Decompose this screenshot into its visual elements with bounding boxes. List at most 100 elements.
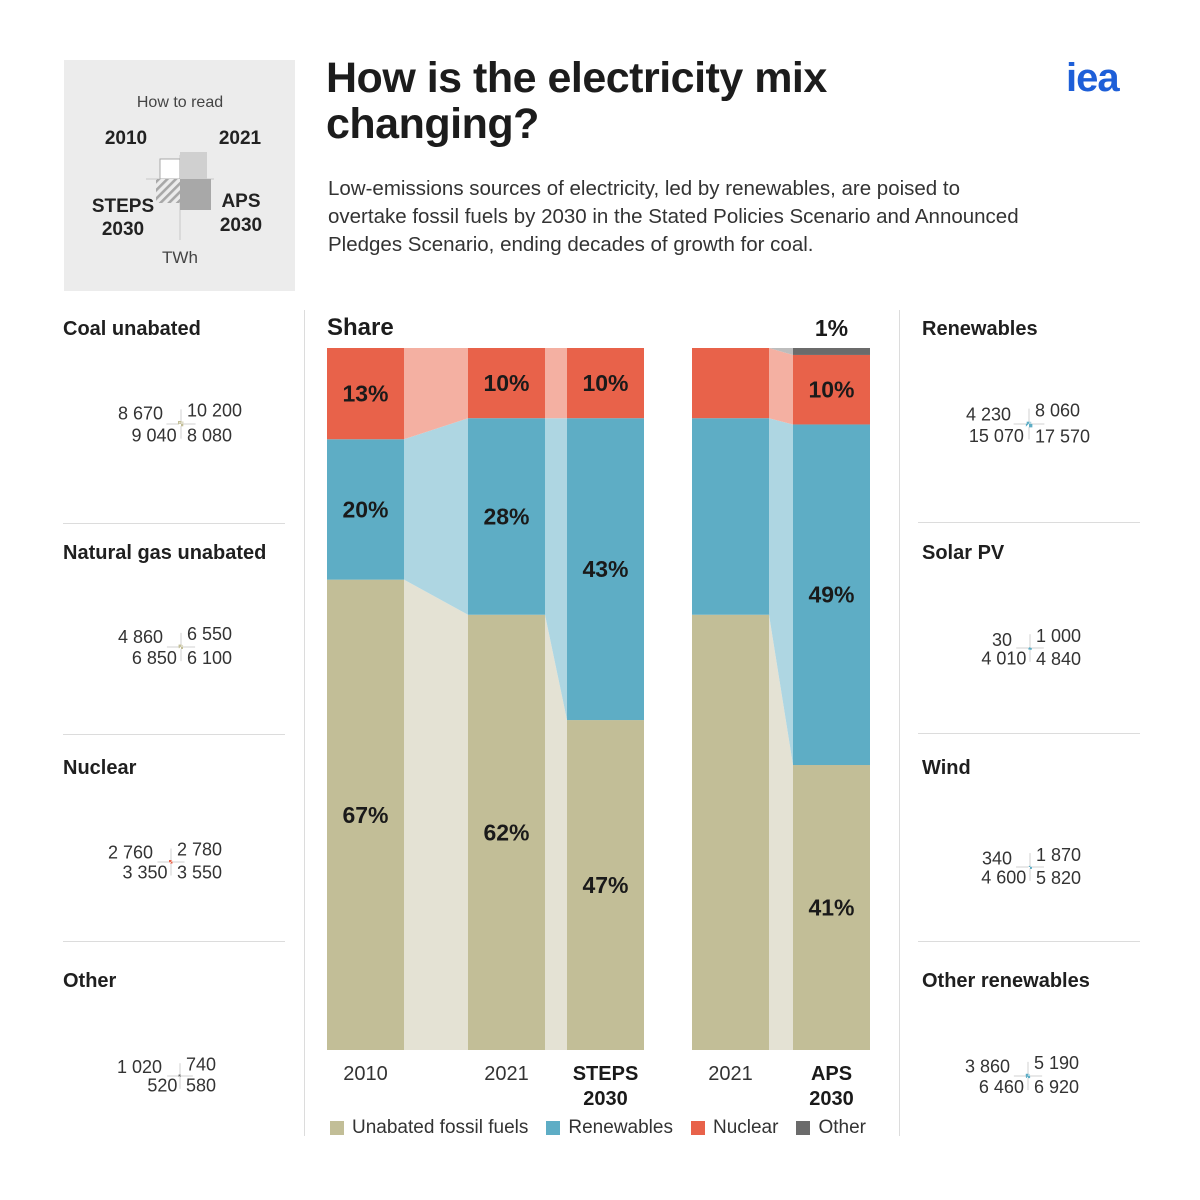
panel-title-other-renewables: Other renewables bbox=[922, 970, 1090, 992]
value-label-steps-2030: 6 850 bbox=[132, 648, 177, 668]
panel-title-wind: Wind bbox=[922, 757, 971, 779]
bar-segment-nuclear bbox=[692, 348, 769, 419]
how-to-read-2010-box bbox=[159, 158, 181, 180]
how-to-read-steps-line2: 2030 bbox=[102, 219, 144, 240]
panel-divider bbox=[63, 734, 285, 735]
square-2010 bbox=[1025, 1073, 1029, 1077]
legend-swatch-nuclear bbox=[690, 1121, 705, 1135]
square-2021 bbox=[181, 421, 184, 424]
legend-item-renewables: Renewables bbox=[546, 1117, 673, 1139]
value-label-2010: 4 230 bbox=[966, 404, 1011, 424]
value-label-steps-2030: 6 460 bbox=[979, 1077, 1024, 1097]
bar-segment-renewables bbox=[327, 439, 404, 580]
panel-title-other: Other bbox=[63, 970, 117, 992]
square-steps-2030 bbox=[178, 424, 181, 427]
square-steps-2030 bbox=[179, 1076, 180, 1077]
bar-segment-renewables bbox=[692, 418, 769, 615]
left-divider bbox=[304, 310, 305, 1136]
bar-segment-fossil bbox=[468, 614, 545, 1050]
value-label-steps-2030: 4 010 bbox=[981, 649, 1026, 669]
square-steps-2030 bbox=[1028, 648, 1030, 650]
panel-divider bbox=[918, 733, 1140, 734]
value-label-2021: 8 060 bbox=[1035, 401, 1080, 421]
page-subtitle: Low-emissions sources of electricity, le… bbox=[328, 177, 1019, 256]
square-2010 bbox=[1026, 421, 1030, 425]
data-label-renewables: 49% bbox=[808, 582, 854, 608]
how-to-read-aps-box bbox=[180, 179, 211, 210]
square-aps-2030 bbox=[181, 424, 184, 427]
panel-title-solar-pv: Solar PV bbox=[922, 542, 1005, 564]
iea-logo: iea bbox=[1066, 56, 1120, 100]
flow-band-other bbox=[769, 348, 793, 355]
legend-swatch-renewables bbox=[546, 1121, 561, 1135]
value-label-steps-2030: 15 070 bbox=[969, 426, 1024, 446]
square-2021 bbox=[171, 860, 173, 862]
share-stacked-bar-chart: 67% 20% 13% 62% 28% 10% 47% 43% 10% 41% 49% 10% 1% Sh… bbox=[327, 314, 870, 1105]
other-renewables-chart: 3 860 5 190 6 460 6 920 bbox=[965, 1053, 1079, 1097]
square-2021 bbox=[180, 1075, 181, 1076]
value-label-aps-2030: 6 100 bbox=[187, 648, 232, 668]
how-to-read-2021: 2021 bbox=[219, 128, 262, 149]
square-2021 bbox=[181, 644, 184, 647]
legend-swatch-other bbox=[796, 1121, 811, 1135]
how-to-read-aps-line1: APS bbox=[221, 191, 260, 212]
flow-band-fossil bbox=[769, 614, 793, 1050]
value-label-steps-2030: 4 600 bbox=[981, 868, 1026, 888]
value-label-2010: 4 860 bbox=[118, 627, 163, 647]
square-2021 bbox=[1030, 647, 1031, 648]
value-label-aps-2030: 8 080 bbox=[187, 425, 232, 445]
data-label-fossil: 67% bbox=[342, 802, 388, 828]
bar-segment-fossil bbox=[327, 579, 404, 1050]
value-label-2010: 340 bbox=[982, 849, 1012, 869]
flow-band-renewables bbox=[769, 418, 793, 766]
value-label-2010: 8 670 bbox=[118, 404, 163, 424]
panel-title-natural-gas: Natural gas unabated bbox=[63, 542, 267, 564]
value-label-aps-2030: 5 820 bbox=[1036, 868, 1081, 888]
how-to-read-2021-box bbox=[180, 152, 207, 179]
value-label-aps-2030: 17 570 bbox=[1035, 426, 1090, 446]
bar-segment-renewables bbox=[793, 424, 870, 766]
value-label-aps-2030: 4 840 bbox=[1036, 649, 1081, 669]
legend-item-other: Other bbox=[796, 1117, 866, 1139]
tick-label: 2021 bbox=[708, 1063, 753, 1085]
bar-segment-nuclear bbox=[327, 348, 404, 440]
wind-chart: 340 1 870 4 600 5 820 bbox=[981, 845, 1081, 888]
natural-gas-unabated-chart: 4 860 6 550 6 850 6 100 bbox=[118, 624, 232, 668]
data-label-nuclear: 10% bbox=[808, 377, 854, 403]
square-2021 bbox=[1029, 421, 1032, 424]
solar-pv-chart: 30 1 000 4 010 4 840 bbox=[981, 626, 1081, 669]
data-label-fossil: 62% bbox=[483, 819, 529, 845]
legend-swatch-fossil bbox=[330, 1121, 344, 1135]
bar-segment-nuclear bbox=[793, 354, 870, 425]
value-label-2021: 2 780 bbox=[177, 840, 222, 860]
square-2010 bbox=[178, 644, 182, 648]
value-label-2021: 1 870 bbox=[1036, 845, 1081, 865]
value-label-2021: 1 000 bbox=[1036, 626, 1081, 646]
nuclear-chart: 2 760 2 780 3 350 3 550 bbox=[108, 840, 222, 883]
bar-segment-nuclear bbox=[468, 348, 545, 419]
square-steps-2030 bbox=[169, 862, 171, 864]
how-to-read-unit: TWh bbox=[162, 248, 198, 267]
square-steps-2030 bbox=[1025, 424, 1029, 428]
flow-band-nuclear bbox=[769, 348, 793, 425]
value-label-2010: 30 bbox=[992, 630, 1012, 650]
value-label-2021: 740 bbox=[186, 1054, 216, 1074]
data-label-renewables: 20% bbox=[342, 496, 388, 522]
square-aps-2030 bbox=[1028, 1076, 1031, 1079]
legend-label-other: Other bbox=[818, 1117, 866, 1138]
panel-divider bbox=[63, 941, 285, 942]
tick-label-line2: 2030 bbox=[809, 1088, 854, 1105]
data-label-fossil: 41% bbox=[808, 895, 854, 921]
flow-band-nuclear bbox=[545, 348, 567, 419]
square-aps-2030 bbox=[171, 862, 173, 864]
tick-label-line1: APS bbox=[811, 1063, 852, 1085]
bar-segment-other bbox=[793, 348, 870, 355]
how-to-read-box: How to read 2010 2021 STEPS 2030 APS 203… bbox=[64, 60, 295, 291]
renewables-chart: 4 230 8 060 15 070 17 570 bbox=[966, 401, 1090, 447]
how-to-read-diagram: How to read 2010 2021 STEPS 2030 APS 203… bbox=[92, 94, 262, 267]
tick-label-line2: 2030 bbox=[583, 1088, 628, 1105]
how-to-read-steps-line1: STEPS bbox=[92, 196, 154, 217]
value-label-2021: 10 200 bbox=[187, 400, 242, 420]
value-label-steps-2030: 520 bbox=[147, 1076, 177, 1096]
square-2010 bbox=[178, 1074, 181, 1077]
